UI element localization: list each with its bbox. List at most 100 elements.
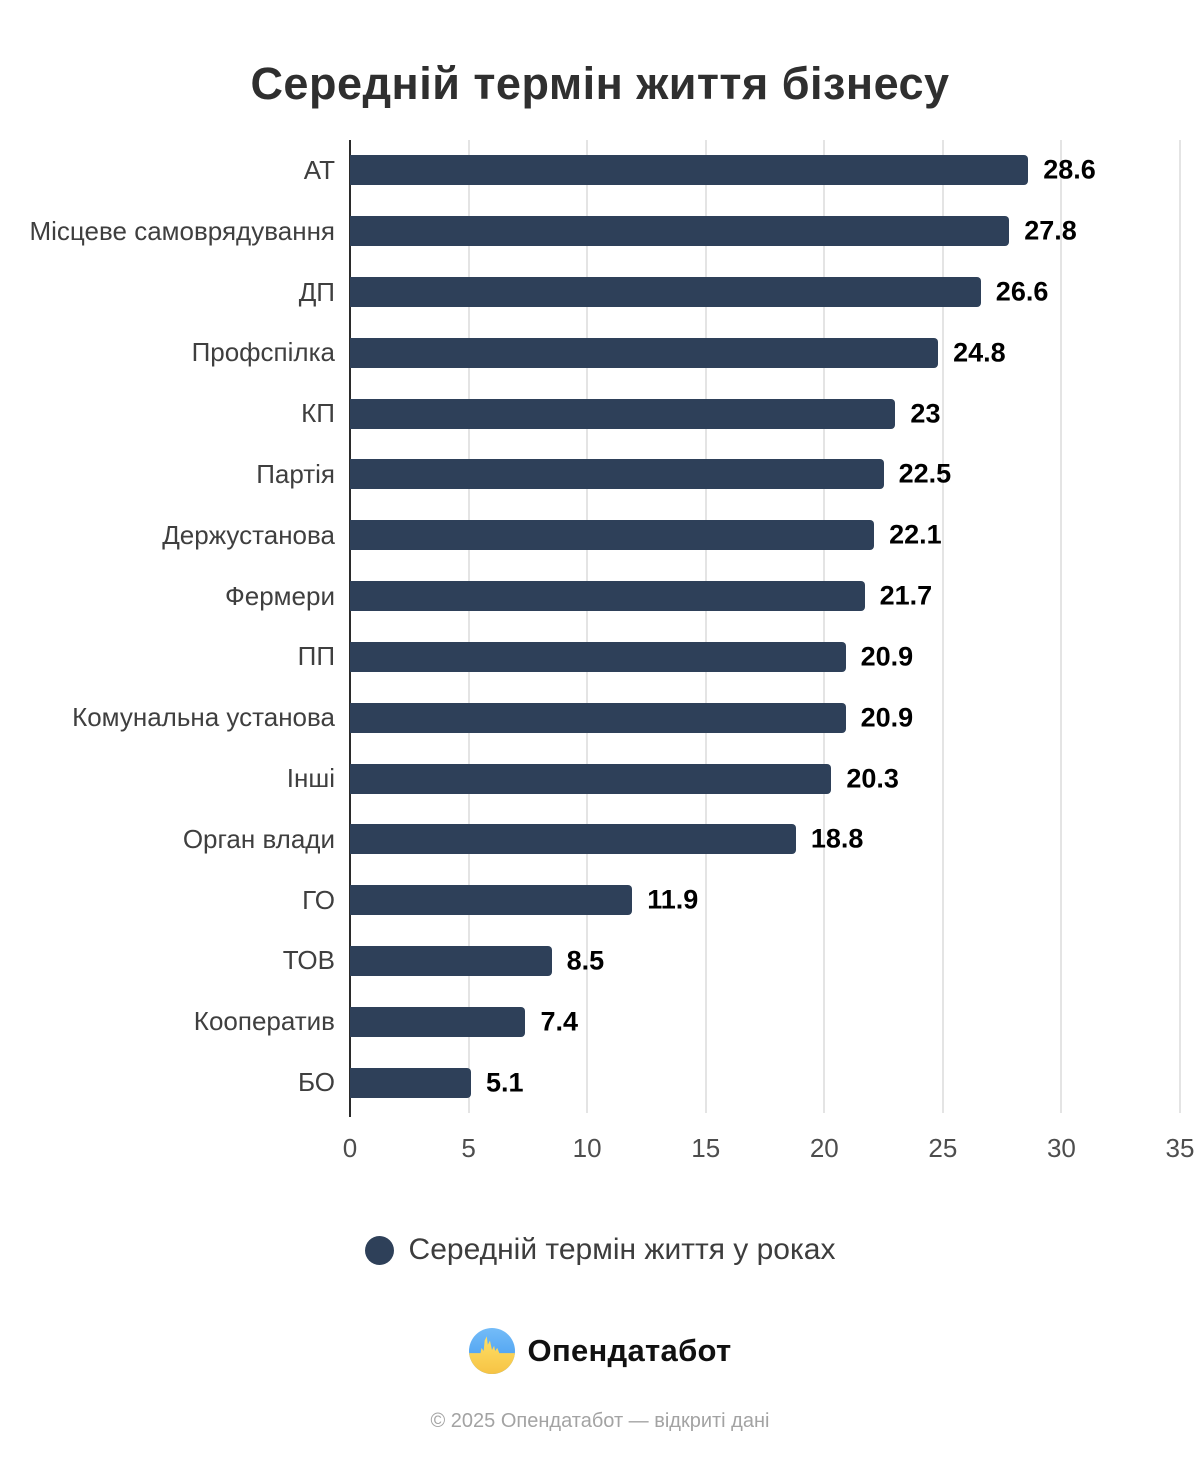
chart-row: Орган влади 18.8 [0,809,1200,870]
category-label: АТ [303,154,335,185]
value-label: 21.7 [879,580,933,611]
bar-track: 23 [350,383,1180,444]
category-label: КП [301,398,335,429]
bar-track: 7.4 [350,991,1180,1052]
bar-track: 26.6 [350,262,1180,323]
gridline [586,140,589,1113]
chart-row: БО 5.1 [0,1052,1200,1113]
copyright-note: © 2025 Опендатабот — відкриті дані [430,1410,770,1432]
chart-row: КП 23 [0,383,1200,444]
value-label: 8.5 [566,945,605,976]
value-label: 26.6 [995,276,1049,307]
bar: 24.8 [350,337,1006,368]
bar: 20.9 [350,702,913,733]
gridline [1179,140,1181,1113]
value-label: 20.3 [846,763,899,794]
brand-footer: Опендатабот [0,1328,1200,1374]
bar: 27.8 [350,216,1077,247]
value-label: 22.5 [898,458,952,489]
category-label: Фермери [224,580,335,611]
value-label: 28.6 [1043,154,1096,185]
bar: 11.9 [350,885,698,916]
legend: Середній термін життя у роках [0,1233,1200,1267]
category-label: БО [298,1067,335,1098]
chart-row: Держустанова 22.1 [0,505,1200,566]
bar: 20.3 [350,763,899,794]
y-axis-line [349,140,351,1117]
category-label: Місцеве самоврядування [29,215,336,246]
gridline [1060,140,1063,1113]
value-label: 7.4 [540,1006,579,1037]
chart-row: АТ 28.6 [0,140,1200,201]
bar-track: 22.1 [350,505,1180,566]
category-label: ГО [302,884,335,915]
bar: 7.4 [350,1006,578,1037]
category-label: Профспілка [191,337,335,368]
x-axis: 0 5 10 15 20 25 30 35 [343,1133,1195,1173]
value-label: 18.8 [810,823,864,854]
chart-row: ТОВ 8.5 [0,931,1200,992]
legend-label: Середній термін життя у роках [408,1233,836,1266]
chart-row: ДП 26.6 [0,262,1200,323]
bar: 5.1 [350,1067,523,1098]
chart-row: ПП 20.9 [0,627,1200,688]
bar-track: 24.8 [350,322,1180,383]
gridline [467,140,470,1113]
bar-chart: АТ 28.6 Місцеве самоврядування 27.8 ДП 26.6 Пр… [0,140,1200,1117]
x-tick-label: 10 [572,1133,602,1163]
brand-name: Опендатабот [527,1333,732,1368]
bar: 22.1 [350,520,942,551]
value-label: 20.9 [860,702,914,733]
category-label: Інші [286,763,335,794]
bar: 22.5 [350,459,951,490]
chart-row: ГО 11.9 [0,870,1200,931]
gridline [823,140,826,1113]
x-tick-label: 35 [1165,1133,1195,1163]
bar-track: 20.9 [350,627,1180,688]
value-label: 24.8 [953,337,1006,368]
chart-row: Комунальна установа 20.9 [0,687,1200,748]
chart-row: Кооператив 7.4 [0,991,1200,1052]
chart-row: Інші 20.3 [0,748,1200,809]
opendatabot-logo-icon [468,1328,515,1374]
gridline [704,140,707,1113]
bar-track: 5.1 [350,1052,1180,1113]
gridline [941,140,944,1113]
value-label: 23 [910,398,941,429]
x-tick-label: 30 [1046,1133,1076,1163]
grid [349,140,1181,1117]
chart-row: Профспілка 24.8 [0,322,1200,383]
bar-track: 8.5 [350,931,1180,992]
x-tick-label: 5 [461,1133,476,1163]
plot-rows: АТ 28.6 Місцеве самоврядування 27.8 ДП 26.6 Пр… [0,140,1200,1113]
x-tick-label: 25 [928,1133,958,1163]
bar-track: 28.6 [350,140,1180,201]
bar: 28.6 [350,155,1096,186]
bar: 18.8 [350,824,863,855]
value-label: 27.8 [1024,215,1077,246]
chart-row: Партія 22.5 [0,444,1200,505]
category-label: Кооператив [193,1006,335,1037]
chart-row: Місцеве самоврядування 27.8 [0,201,1200,262]
category-label: Партія [256,458,335,489]
x-tick-label: 0 [342,1133,358,1163]
bar-track: 18.8 [350,809,1180,870]
chart-row: Фермери 21.7 [0,566,1200,627]
category-label: ТОВ [282,945,335,976]
value-label: 11.9 [647,884,699,915]
value-label: 5.1 [485,1067,524,1098]
category-label: Орган влади [182,823,335,854]
bar-track: 27.8 [350,201,1180,262]
bar-track: 11.9 [350,870,1180,931]
bar-track: 20.9 [350,687,1180,748]
bar: 23 [350,398,940,429]
value-label: 20.9 [860,641,914,672]
x-tick-label: 20 [809,1133,839,1163]
category-label: ДП [298,276,335,307]
bar: 8.5 [350,945,604,976]
bar: 26.6 [350,277,1048,308]
legend-marker-circle-icon [364,1235,394,1265]
bar: 20.9 [350,641,913,672]
bar-track: 20.3 [350,748,1180,809]
